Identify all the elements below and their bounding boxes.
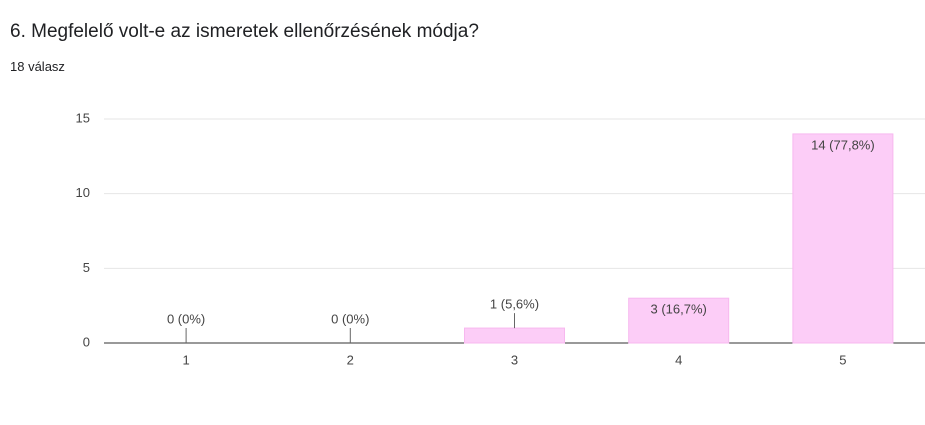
chart-title: 6. Megfelelő volt-e az ismeretek ellenőr… (10, 21, 479, 42)
x-tick-label: 4 (675, 352, 682, 367)
chart-subtitle: 18 válasz (10, 59, 65, 74)
x-tick-label: 1 (182, 352, 189, 367)
data-label: 0 (0%) (331, 311, 369, 326)
y-tick-label: 10 (76, 185, 90, 200)
data-label: 14 (77,8%) (811, 137, 875, 152)
data-label: 0 (0%) (167, 311, 205, 326)
bar (792, 133, 894, 344)
data-label: 3 (16,7%) (651, 302, 707, 317)
y-tick-label: 15 (76, 110, 90, 125)
bar (628, 297, 730, 344)
y-tick-label: 0 (83, 334, 90, 349)
bar (464, 327, 565, 344)
y-tick-label: 5 (83, 260, 90, 275)
data-label: 1 (5,6%) (490, 297, 539, 312)
x-tick-label: 5 (839, 352, 846, 367)
x-tick-label: 3 (511, 352, 518, 367)
x-tick-label: 2 (347, 352, 354, 367)
